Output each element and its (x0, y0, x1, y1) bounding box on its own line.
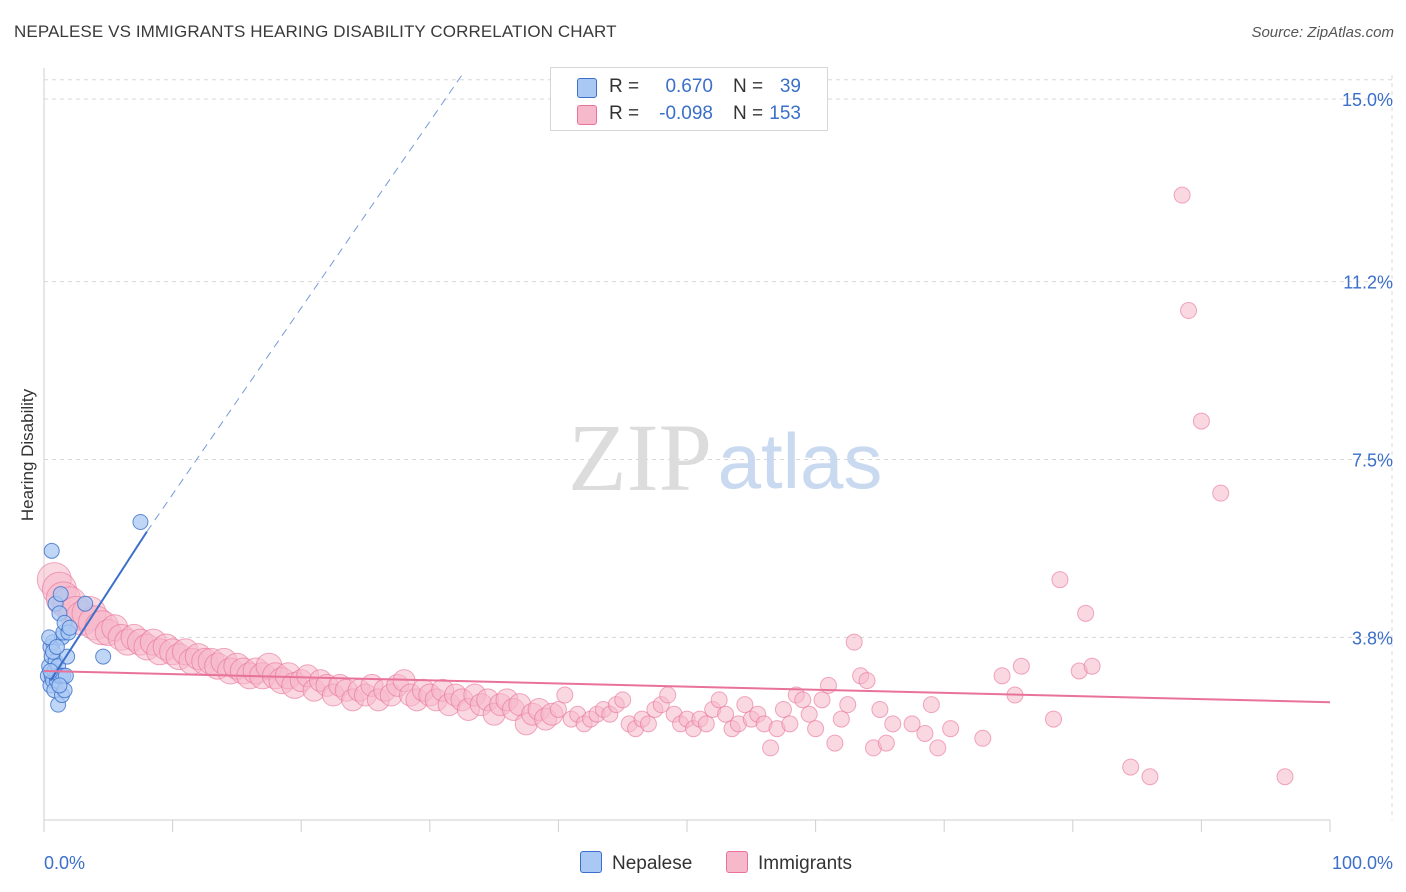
y-tick-label: 3.8% (1352, 628, 1393, 648)
immigrants-point (1276, 768, 1294, 786)
immigrants-point (1180, 302, 1198, 320)
nepalese-point (48, 638, 65, 655)
axes (43, 68, 1331, 832)
x-tick-label: 0.0% (44, 853, 85, 873)
legend-swatch-pink (726, 851, 748, 873)
nepalese-point (51, 677, 68, 694)
nepalese-point (95, 648, 112, 665)
legend-n-value: 39 (779, 76, 801, 97)
immigrants-point (794, 691, 812, 709)
immigrants-point (1012, 657, 1030, 675)
immigrants-point (639, 715, 657, 733)
immigrants-point (556, 686, 574, 704)
immigrants-point (871, 700, 889, 718)
watermark-zip: ZIP (568, 404, 712, 511)
immigrants-point (993, 667, 1011, 685)
nepalese-point (61, 619, 78, 636)
legend-label-nepalese: Nepalese (612, 853, 693, 874)
immigrants-point (832, 710, 850, 728)
nepalese-point (77, 595, 94, 612)
immigrants-point (1212, 484, 1230, 502)
source-credit: Source: ZipAtlas.com (1251, 24, 1394, 41)
legend-swatch-blue (577, 78, 597, 98)
legend-r-value: 0.670 (665, 76, 713, 97)
immigrants-point (903, 715, 921, 733)
nepalese-trend-extension (146, 74, 463, 532)
legend-r-label: R = (609, 76, 640, 97)
x-tick-label: 100.0% (1332, 853, 1393, 873)
legend-row-nepalese: R = 0.670 N = 39 (551, 74, 827, 100)
nepalese-trend-line (49, 531, 148, 682)
immigrants-point (614, 691, 632, 709)
y-tick-label: 7.5% (1352, 451, 1393, 471)
nepalese-point (43, 542, 60, 559)
tick-labels: 3.8% 7.5% 11.2% 15.0% 0.0% 100.0% (44, 90, 1393, 873)
immigrants-point (1045, 710, 1063, 728)
legend-item-nepalese[interactable]: Nepalese (580, 851, 692, 875)
immigrants-point (916, 724, 934, 742)
legend-label-immigrants: Immigrants (758, 853, 852, 874)
legend-swatch-blue (580, 851, 602, 873)
legend-r-label: R = (609, 103, 640, 124)
immigrants-point (826, 734, 844, 752)
immigrants-point (922, 696, 940, 714)
immigrants-point (1192, 412, 1210, 430)
legend-n-label: N = (733, 76, 764, 97)
legend-row-immigrants: R = -0.098 N = 153 (551, 101, 827, 127)
immigrants-point (1122, 758, 1140, 776)
legend-n-label: N = (733, 103, 764, 124)
legend-n-value: 153 (769, 103, 801, 124)
immigrants-point (774, 700, 792, 718)
immigrants-point (1051, 571, 1069, 589)
watermark-atlas: atlas (718, 417, 883, 505)
immigrants-point (736, 696, 754, 714)
immigrants-trend-line (43, 670, 1331, 704)
immigrants-point (813, 691, 831, 709)
immigrants-point (1077, 604, 1095, 622)
immigrants-point (845, 633, 863, 651)
immigrants-point (762, 739, 780, 757)
immigrants-point (549, 700, 567, 718)
immigrants-point (974, 729, 992, 747)
immigrants-point (807, 720, 825, 738)
immigrants-point (659, 686, 677, 704)
nepalese-point (52, 586, 69, 603)
immigrants-point (710, 691, 728, 709)
immigrants-point (1173, 186, 1191, 204)
y-tick-label: 15.0% (1342, 90, 1393, 110)
legend-r-value: -0.098 (659, 103, 713, 124)
immigrants-point (884, 715, 902, 733)
legend-item-immigrants[interactable]: Immigrants (726, 851, 852, 875)
immigrants-point (800, 705, 818, 723)
legend-swatch-pink (577, 105, 597, 125)
immigrants-point (942, 720, 960, 738)
immigrants-point (929, 739, 947, 757)
y-tick-label: 11.2% (1343, 273, 1393, 293)
trend-lines (43, 74, 1331, 704)
immigrants-point (839, 696, 857, 714)
immigrants-point (781, 715, 799, 733)
correlation-legend: R = 0.670 N = 39 R = -0.098 N = 153 (550, 67, 828, 131)
nepalese-point (132, 514, 149, 530)
immigrants-point (1083, 657, 1101, 675)
immigrants-point (697, 715, 715, 733)
chart-title: NEPALESE VS IMMIGRANTS HEARING DISABILIT… (14, 22, 617, 41)
immigrants-point (1141, 768, 1159, 786)
immigrants-point (717, 705, 735, 723)
immigrants-point (858, 672, 876, 690)
immigrants-point (877, 734, 895, 752)
